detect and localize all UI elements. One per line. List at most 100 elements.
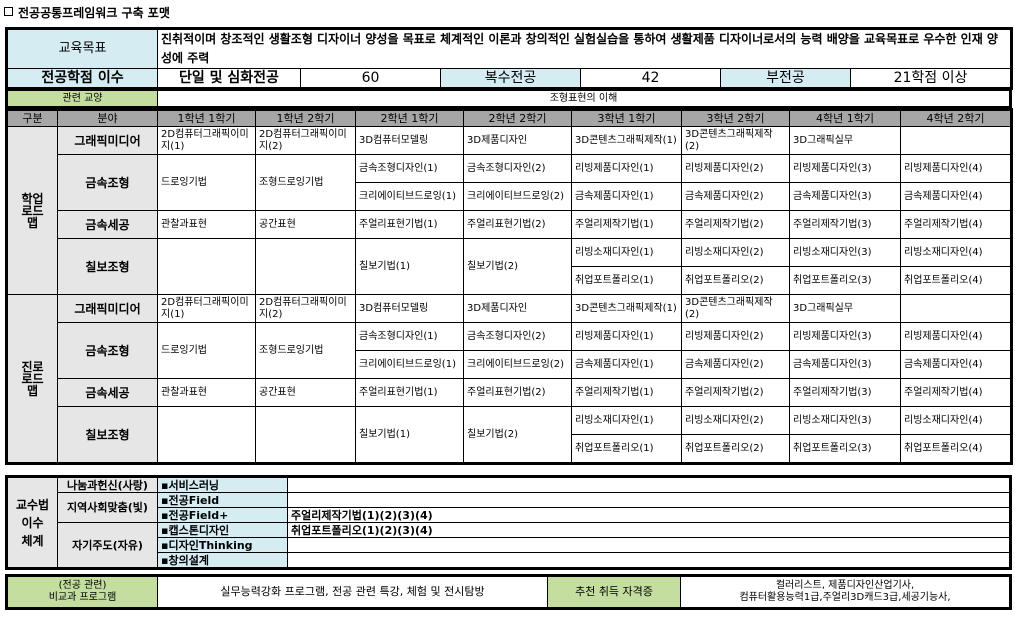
table-row: 금속세공 관찰과표현 공간표현 주얼리표현기법(1) 주얼리표현기법(2) 주얼리제작기법…: [8, 210, 1011, 239]
course-cell: 공간표현: [255, 210, 356, 239]
course-cell: 취업포트폴리오(4): [900, 266, 1011, 295]
course-cell: 조형드로잉기법: [255, 322, 356, 379]
course-cell: 취업포트폴리오(2): [681, 434, 790, 463]
course-cell: 금속제품디자인(3): [789, 350, 901, 379]
course-cell: 주얼리제작기법(1): [571, 378, 682, 407]
course-cell: [157, 406, 256, 463]
course-cell: 리빙제품디자인(1): [571, 322, 682, 351]
minor-label: 부전공: [720, 68, 851, 88]
course-cell: 리빙제품디자인(4): [900, 322, 1011, 351]
pedagogy-courses: [287, 552, 1010, 568]
table-row: 금속조형 드로잉기법 조형드로잉기법 금속조형디자인(1) 금속조형디자인(2) 리빙제품…: [8, 322, 1011, 379]
title-text: 전공공통프레임워크 구축 포맷: [18, 6, 170, 20]
header-cell: 구분: [7, 110, 58, 127]
course-cell: 금속조형디자인(2): [463, 322, 572, 351]
pedagogy-label: 교수법 이수 체계: [7, 477, 58, 568]
course-cell: 주얼리제작기법(3): [789, 378, 901, 407]
course-cell: 크리에이티브드로잉(2): [463, 350, 572, 379]
double-major-label: 복수전공: [440, 68, 581, 88]
course-cell: 리빙소재디자인(3): [789, 238, 901, 267]
course-cell: 리빙소재디자인(3): [789, 406, 901, 435]
extracurricular-value: 실무능력강화 프로그램, 전공 관련 특강, 체험 및 전시탐방: [157, 576, 548, 608]
goal-table: 교육목표 진취적이며 창조적인 생활조형 디자이너 양성을 목표로 체계적인 이론…: [5, 27, 1013, 90]
page-title: 전공공통프레임워크 구축 포맷: [4, 4, 170, 21]
course-cell: 주얼리표현기법(1): [355, 210, 464, 239]
course-cell: 크리에이티브드로잉(1): [355, 350, 464, 379]
course-cell: 금속제품디자인(2): [681, 350, 790, 379]
pedagogy-courses: 취업포트폴리오(1)(2)(3)(4): [287, 522, 1010, 538]
pedagogy-row: 교수법 이수 체계 나눔과헌신(사랑) ▪서비스러닝: [7, 477, 1010, 568]
table-row: 크리에이티브드로잉(1) 크리에이티브드로잉(2) 금속제품디자인(1) 금속제품디자…: [8, 350, 1011, 379]
square-bullet-icon: [4, 7, 13, 16]
course-cell: 3D컴퓨터모델링: [355, 126, 464, 155]
table-row: 칠보조형 칠보기법(1) 칠보기법(2) 리빙소재디자인(1) 리빙소재디자인(2) 리빙…: [8, 238, 1011, 295]
course-cell: 3D컴퓨터모델링: [355, 294, 464, 323]
course-cell: 리빙제품디자인(3): [789, 322, 901, 351]
table-row: 취업포트폴리오(1) 취업포트폴리오(2) 취업포트폴리오(3) 취업포트폴리오(4): [8, 434, 1011, 463]
pedagogy-method: ▪캡스톤디자인: [157, 522, 288, 538]
course-cell: 금속제품디자인(3): [789, 182, 901, 211]
related-label: 관련 교양: [7, 90, 158, 107]
table-row: 학업 로드맵 그래픽미디어 2D컴퓨터그래픽이미지(1) 2D컴퓨터그래픽이미지(2)…: [7, 126, 1011, 295]
minor-credits: 21학점 이상: [850, 68, 1011, 88]
related-liberal-arts: 관련 교양 조형표현의 이해: [5, 88, 1012, 109]
extracurricular-table: (전공 관련) 비교과 프로그램 실무능력강화 프로그램, 전공 관련 특강, 체…: [5, 574, 1012, 610]
goal-text: 진취적이며 창조적인 생활조형 디자이너 양성을 목표로 체계적인 이론과 창의…: [157, 29, 1011, 69]
certificate-line2: 컴퓨터활용능력1급,주얼리3D캐드3급,세공기능사,: [739, 592, 951, 603]
course-cell: 금속조형디자인(1): [355, 322, 464, 351]
course-cell: [900, 126, 1011, 155]
course-cell: 리빙소재디자인(1): [571, 238, 682, 267]
course-cell: 3D콘텐츠그래픽제작(1): [571, 126, 682, 155]
course-cell: 리빙제품디자인(1): [571, 154, 682, 183]
course-cell: 3D콘텐츠그래픽제작(2): [681, 126, 790, 155]
header-cell: 1학년 1학기: [157, 110, 256, 127]
pedagogy-method: ▪창의설계: [157, 552, 288, 568]
course-cell: 금속조형디자인(2): [463, 154, 572, 183]
course-cell: 2D컴퓨터그래픽이미지(2): [255, 294, 356, 323]
course-cell: 리빙제품디자인(2): [681, 322, 790, 351]
field-label: 금속세공: [57, 210, 158, 239]
course-cell: 리빙제품디자인(3): [789, 154, 901, 183]
related-value: 조형표현의 이해: [157, 90, 1010, 107]
course-cell: 금속조형디자인(1): [355, 154, 464, 183]
header-cell: 분야: [57, 110, 158, 127]
single-major-credits: 60: [300, 68, 441, 88]
extracurricular-label: (전공 관련) 비교과 프로그램: [7, 576, 158, 608]
course-cell: 취업포트폴리오(4): [900, 434, 1011, 463]
field-label: 금속세공: [57, 378, 158, 407]
pedagogy-row: ▪디자인Thinking: [8, 537, 1010, 553]
course-cell: 드로잉기법: [157, 322, 256, 379]
course-cell: 리빙소재디자인(2): [681, 406, 790, 435]
certificate-label: 추천 취득 자격증: [547, 576, 681, 608]
extracurricular-label-line1: (전공 관련): [58, 580, 107, 591]
pedagogy-group: 지역사회맞춤(빛): [57, 492, 158, 523]
field-label: 칠보조형: [57, 238, 158, 295]
field-label: 칠보조형: [57, 406, 158, 463]
course-cell: 주얼리제작기법(1): [571, 210, 682, 239]
field-label: 금속조형: [57, 154, 158, 211]
field-label: 그래픽미디어: [57, 126, 158, 155]
section-label: 학업 로드맵: [7, 126, 58, 295]
course-cell: 금속제품디자인(4): [900, 350, 1011, 379]
pedagogy-courses: [287, 477, 1010, 493]
course-cell: 칠보기법(2): [463, 238, 572, 295]
double-major-credits: 42: [580, 68, 721, 88]
course-cell: 3D그래픽실무: [789, 126, 901, 155]
course-cell: 주얼리표현기법(2): [463, 378, 572, 407]
table-row: 크리에이티브드로잉(1) 크리에이티브드로잉(2) 금속제품디자인(1) 금속제품디자…: [8, 182, 1011, 211]
course-cell: 드로잉기법: [157, 154, 256, 211]
course-cell: 리빙소재디자인(4): [900, 406, 1011, 435]
course-cell: 주얼리제작기법(2): [681, 210, 790, 239]
course-cell: 금속제품디자인(4): [900, 182, 1011, 211]
credits-label: 전공학점 이수: [7, 68, 158, 88]
pedagogy-courses: [287, 537, 1010, 553]
course-cell: 취업포트폴리오(2): [681, 266, 790, 295]
course-cell: 리빙제품디자인(4): [900, 154, 1011, 183]
roadmap-table: 구분 분야 1학년 1학기 1학년 2학기 2학년 1학기 2학년 2학기 3학년 1학기 3…: [5, 108, 1013, 465]
table-row: 진로 로드맵 그래픽미디어 2D컴퓨터그래픽이미지(1) 2D컴퓨터그래픽이미지(2)…: [7, 294, 1011, 463]
course-cell: 리빙소재디자인(2): [681, 238, 790, 267]
table-row: 금속조형 드로잉기법 조형드로잉기법 금속조형디자인(1) 금속조형디자인(2) 리빙제품…: [8, 154, 1011, 211]
course-cell: 관찰과표현: [157, 378, 256, 407]
pedagogy-row: ▪창의설계: [8, 552, 1010, 568]
course-cell: 리빙제품디자인(2): [681, 154, 790, 183]
